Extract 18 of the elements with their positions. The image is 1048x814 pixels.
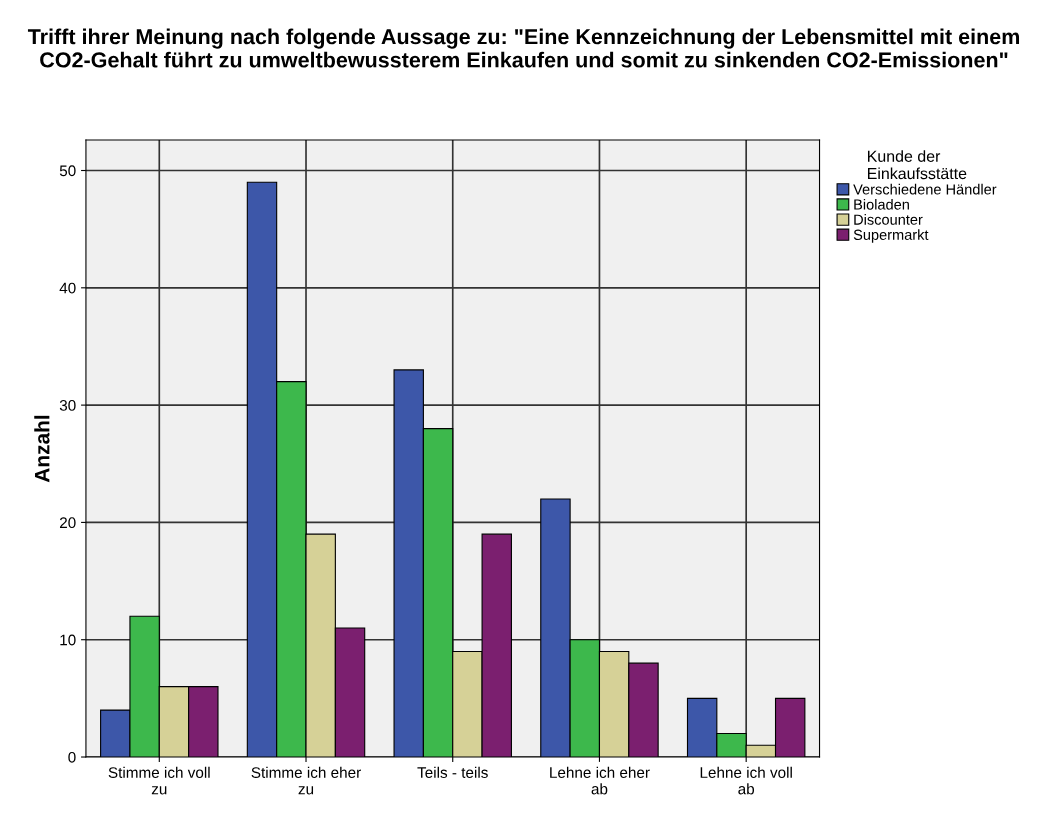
x-tick-label: Stimme ich eher zu bbox=[251, 766, 361, 795]
y-tick-label: 50 bbox=[59, 165, 76, 177]
legend-label: Supermarkt bbox=[853, 229, 929, 243]
legend-title: Kunde der Einkaufsstätte bbox=[868, 150, 967, 180]
y-tick-label: 30 bbox=[59, 399, 76, 411]
x-tick-label: Teils - teils bbox=[417, 766, 488, 778]
legend-label: Bioladen bbox=[854, 198, 909, 210]
y-axis-title: Anzahl bbox=[34, 415, 50, 483]
x-tick-label: Lehne ich voll ab bbox=[700, 766, 792, 795]
legend-label: Discounter bbox=[854, 214, 923, 225]
y-tick-label: 20 bbox=[59, 517, 76, 529]
y-tick-label: 10 bbox=[60, 634, 76, 646]
y-tick-label: 0 bbox=[68, 751, 76, 763]
x-tick-label: Lehne ich eher ab bbox=[550, 766, 650, 795]
y-tick-label: 40 bbox=[59, 282, 76, 294]
legend-label: Verschiedene Händler bbox=[853, 183, 997, 195]
x-tick-label: Stimme ich voll zu bbox=[108, 766, 210, 795]
chart-title: Trifft ihrer Meinung nach folgende Aussage zu: "Eine Kennzeichnung der Lebensmittel mit einem CO2-Gehalt führt zu umweltbewussterem Einkaufen und somit zu sinkenden CO2-Emissionen" bbox=[27, 28, 1020, 68]
